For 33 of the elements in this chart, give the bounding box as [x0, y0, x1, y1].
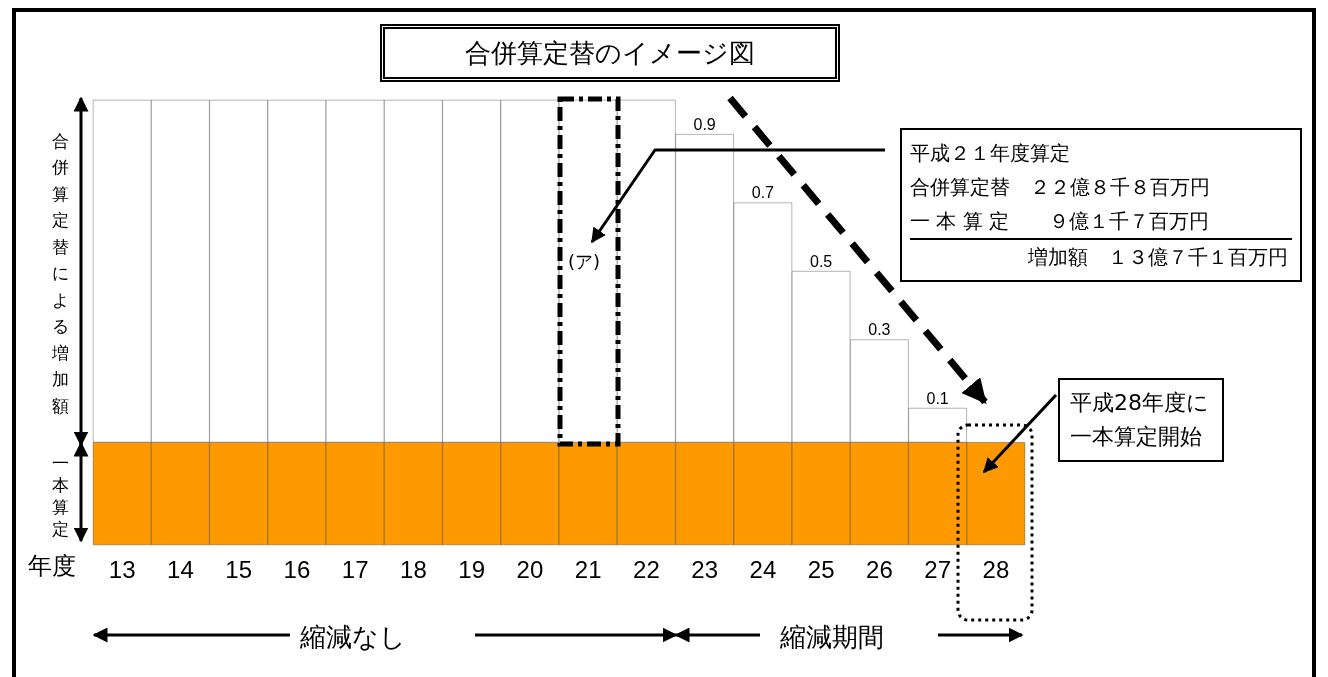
data-label: 0.5	[810, 252, 833, 270]
text: 合併算定替による増加額	[52, 131, 69, 416]
x-tick-label: 28	[982, 555, 1010, 583]
x-tick-label: 15	[225, 555, 252, 583]
x-tick-label: 25	[807, 555, 835, 583]
text: 縮減期間	[780, 622, 884, 652]
text: 一本算定	[52, 453, 69, 539]
data-label: 0.1	[926, 389, 949, 407]
text: 増加額 １３億７千１百万円	[910, 238, 1292, 274]
x-axis-title: 年度	[28, 551, 76, 579]
annotation: 平成２１年度算定	[910, 140, 1071, 167]
x-tick-label: 26	[866, 555, 893, 583]
chart-title: 合併算定替のイメージ図	[380, 24, 840, 82]
text: 平成28年度に一本算定開始	[1058, 378, 1224, 462]
x-tick-label: 19	[458, 555, 485, 583]
x-tick-label: 13	[108, 555, 136, 583]
data-label: 0.9	[693, 115, 716, 133]
x-tick-label: 14	[167, 555, 194, 583]
x-tick-label: 17	[341, 555, 369, 583]
annotation: 合併算定替 ２２億８千８百万円	[910, 174, 1211, 201]
data-label: 0.3	[868, 321, 891, 339]
x-tick-label: 27	[924, 555, 951, 583]
annotation: (ア)	[568, 251, 601, 272]
x-tick-label: 16	[283, 555, 311, 583]
x-tick-label: 20	[516, 555, 544, 583]
x-tick-label: 21	[574, 555, 602, 583]
data-label: 0.7	[751, 184, 775, 202]
x-tick-label: 24	[749, 555, 777, 583]
x-tick-label: 18	[400, 555, 427, 583]
text: 縮減なし	[300, 622, 406, 652]
annotation: 一 本 算 定 ９億１千７百万円	[910, 208, 1211, 235]
x-tick-label: 23	[691, 555, 718, 583]
x-tick-label: 22	[633, 555, 660, 583]
